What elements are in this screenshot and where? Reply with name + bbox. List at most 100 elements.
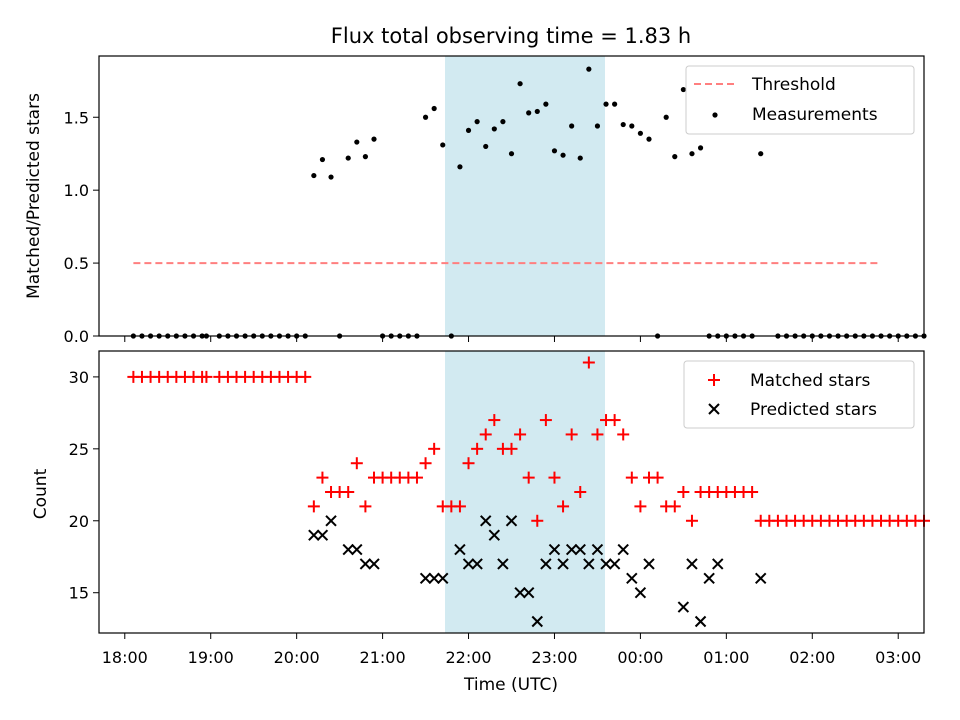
matched-star-point bbox=[350, 457, 363, 470]
bottom-x-tick-label: 22:00 bbox=[445, 648, 491, 667]
measurement-point bbox=[491, 126, 497, 132]
legend-measurements-label: Measurements bbox=[752, 105, 878, 125]
measurement-point bbox=[534, 108, 540, 115]
predicted-star-point bbox=[557, 558, 569, 570]
measurement-point bbox=[465, 127, 472, 133]
top-y-tick-label: 0.5 bbox=[64, 254, 89, 273]
bottom-y-axis-label: Count bbox=[31, 468, 51, 519]
measurement-point bbox=[354, 139, 360, 145]
predicted-star-point bbox=[522, 587, 535, 599]
matched-star-point bbox=[651, 471, 664, 484]
predicted-star-point bbox=[428, 572, 440, 585]
measurement-point bbox=[362, 154, 369, 160]
predicted-star-point bbox=[368, 558, 380, 570]
predicted-star-point bbox=[548, 543, 561, 556]
matched-star-point bbox=[557, 500, 570, 513]
legend-matched-swatch bbox=[708, 374, 720, 386]
matched-star-point bbox=[617, 428, 630, 441]
bottom-y-tick-label: 30 bbox=[69, 368, 89, 387]
matched-star-point bbox=[625, 471, 638, 484]
predicted-star-point bbox=[351, 543, 363, 556]
measurement-point bbox=[594, 123, 601, 129]
predicted-star-point bbox=[531, 615, 543, 628]
measurement-point bbox=[422, 114, 429, 120]
predicted-star-point bbox=[308, 529, 320, 541]
matched-star-point bbox=[505, 442, 518, 455]
predicted-star-point bbox=[505, 515, 518, 527]
predicted-star-point bbox=[437, 572, 449, 585]
matched-star-point bbox=[307, 500, 320, 513]
matched-star-point bbox=[685, 514, 698, 527]
measurement-point bbox=[586, 66, 592, 72]
predicted-star-point bbox=[497, 558, 509, 570]
measurement-point bbox=[646, 136, 652, 142]
predicted-star-point bbox=[359, 558, 372, 570]
top-legend: Threshold Measurements bbox=[685, 65, 915, 135]
predicted-star-point bbox=[540, 558, 552, 570]
measurement-point bbox=[663, 114, 669, 120]
top-chart-title: Flux total observing time = 1.83 h bbox=[331, 24, 691, 48]
measurement-point bbox=[311, 172, 317, 179]
measurement-point bbox=[680, 86, 686, 93]
measurement-point bbox=[431, 105, 437, 112]
matched-star-point bbox=[539, 414, 552, 427]
matched-star-point bbox=[634, 500, 647, 513]
bottom-y-tick-label: 20 bbox=[69, 512, 89, 531]
bottom-x-tick-label: 03:00 bbox=[875, 648, 921, 667]
predicted-star-point bbox=[591, 543, 604, 556]
bottom-x-tick-label: 01:00 bbox=[703, 648, 749, 667]
matched-star-point bbox=[488, 414, 501, 427]
predicted-star-point bbox=[316, 529, 329, 541]
bottom-x-tick-label: 19:00 bbox=[188, 648, 234, 667]
top-legend-box bbox=[685, 65, 915, 135]
measurement-point bbox=[569, 123, 575, 129]
predicted-star-point bbox=[480, 515, 492, 527]
measurement-point bbox=[697, 145, 704, 151]
matched-star-point bbox=[746, 486, 759, 498]
matched-star-point bbox=[359, 500, 372, 513]
predicted-star-point bbox=[471, 558, 483, 570]
predicted-star-point bbox=[600, 558, 612, 570]
predicted-star-point bbox=[342, 543, 354, 556]
legend-predicted-label: Predicted stars bbox=[750, 400, 877, 420]
matched-star-point bbox=[531, 514, 544, 527]
measurement-point bbox=[526, 110, 532, 116]
bottom-x-tick-label: 18:00 bbox=[102, 648, 148, 667]
bottom-x-tick-label: 21:00 bbox=[360, 648, 406, 667]
measurement-point bbox=[551, 148, 558, 154]
top-y-axis-label: Matched/Predicted stars bbox=[24, 93, 44, 299]
matched-star-point bbox=[200, 370, 213, 383]
matched-star-point bbox=[453, 500, 466, 513]
top-y-tick-label: 1.5 bbox=[64, 108, 89, 127]
top-plot-area bbox=[130, 66, 927, 339]
measurement-point bbox=[560, 152, 566, 158]
predicted-star-point bbox=[694, 615, 707, 628]
x-axis-label: Time (UTC) bbox=[463, 675, 558, 695]
matched-star-point bbox=[410, 471, 423, 484]
matched-star-point bbox=[342, 486, 355, 498]
bottom-x-tick-label: 20:00 bbox=[274, 648, 320, 667]
predicted-star-point bbox=[626, 572, 638, 585]
predicted-star-point bbox=[419, 572, 432, 585]
bottom-x-tick-label: 00:00 bbox=[617, 648, 663, 667]
bottom-legend: Matched stars Predicted stars bbox=[683, 360, 915, 429]
predicted-star-point bbox=[703, 572, 715, 585]
predicted-star-point bbox=[617, 543, 629, 556]
measurement-point bbox=[637, 130, 644, 136]
bottom-y-ticks: 15 20 25 30 bbox=[69, 368, 99, 603]
measurement-point bbox=[328, 174, 334, 180]
measurement-point bbox=[500, 119, 506, 125]
measurement-point bbox=[517, 81, 523, 87]
predicted-star-point bbox=[488, 529, 501, 541]
matched-star-point bbox=[428, 442, 441, 455]
matched-star-point bbox=[565, 428, 578, 441]
measurement-point bbox=[758, 151, 764, 157]
legend-predicted-swatch bbox=[708, 403, 720, 415]
top-axes-frame bbox=[98, 55, 925, 337]
matched-star-point bbox=[548, 471, 561, 484]
matched-star-point bbox=[299, 370, 312, 383]
measurement-point bbox=[474, 119, 480, 125]
predicted-star-point bbox=[583, 558, 595, 570]
matched-star-point bbox=[591, 428, 604, 441]
